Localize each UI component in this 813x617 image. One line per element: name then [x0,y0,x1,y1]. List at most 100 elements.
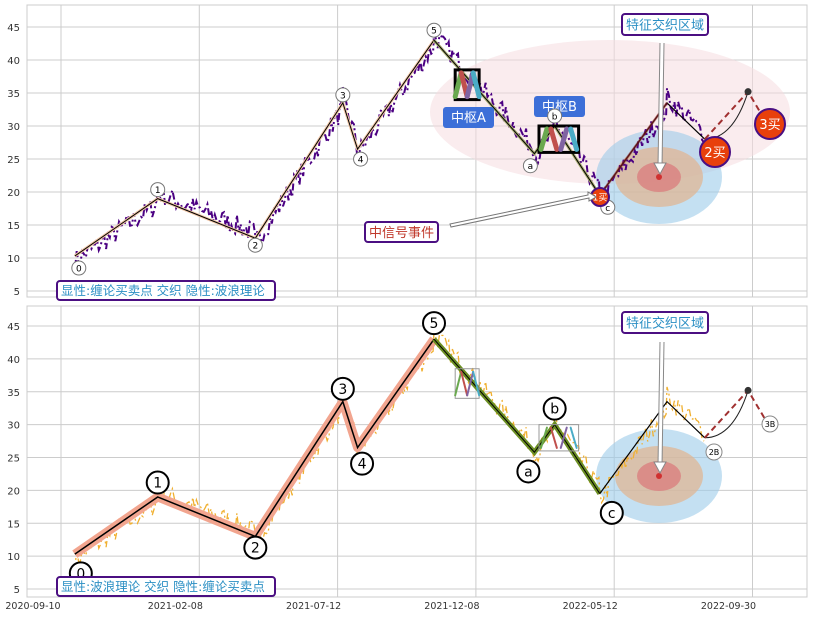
feature-zone-box [621,311,709,334]
wave-label-circle [516,459,541,484]
wave-label: 2 [252,242,258,252]
legend-box [56,576,276,597]
impulse-wave-line [74,39,435,257]
pivot-stroke [559,426,568,449]
x-tick-label: 2022-09-30 [701,601,756,612]
wave-label-circle [335,87,351,103]
pivot-stroke [454,370,463,397]
wave-label-circle [247,237,263,253]
legend-box [56,280,276,301]
wave-label: c [605,204,610,214]
zone-center [656,473,662,479]
feature-arrow-inner [658,341,664,467]
signal-event-label: 中信号事件 [369,226,434,241]
pivot-box [537,124,581,154]
y-tick-label: 35 [7,388,20,399]
wave-label-circle [542,396,567,421]
panel-top: 51015202530354045中枢A中枢B012345abc特征交织区域显性… [7,4,808,301]
pivot-stroke [538,126,550,152]
buy-signal-label: 3买 [759,118,780,133]
y-tick-label: 25 [7,454,20,465]
continuation-line [599,400,706,495]
pivot-stroke [548,126,560,152]
y-tick-label: 30 [7,421,20,432]
feature-arrow-head [653,162,667,176]
x-tick-label: 2021-07-12 [286,601,341,612]
y-tick-label: 10 [7,552,20,563]
buy-signal-label: 2买 [704,146,725,161]
wave-label: b [550,402,559,418]
wave-label-circle [145,470,170,495]
feature-zone-box [621,13,709,36]
x-tick-label: 2020-09-10 [5,601,60,612]
wave-label-circle [150,182,166,198]
wave-label: 0 [76,265,82,275]
continuation-band [598,102,669,197]
wave-label: 5 [431,27,437,37]
wave-label-circle [71,260,87,276]
y-tick-label: 20 [7,188,20,199]
pivot-stroke [539,426,548,449]
y-tick-label: 30 [7,122,20,133]
signal-event-arrow [449,191,597,228]
y-tick-label: 45 [7,23,20,34]
feature-zone-label: 特征交织区域 [626,316,704,332]
wave-label-circle [599,500,624,525]
pivot-stroke [558,126,570,152]
wave-label: b [552,113,558,123]
signal-event-box [364,221,439,243]
feature-arrow-head [653,461,667,475]
wave-label: 1 [155,186,161,196]
wave-label-circle [350,451,375,476]
y-tick-label: 25 [7,155,20,166]
pivot-stroke [470,70,482,100]
buy-signal-marker [699,136,731,168]
wave-label-circle [522,158,538,174]
pivot-box [454,368,480,399]
y-tick-label: 20 [7,486,20,497]
zone-center [656,174,662,180]
y-tick-label: 5 [14,287,20,298]
panel-bottom: 51015202530354045012345abc特征交织区域显性:波浪理论 … [5,305,808,612]
y-tick-label: 15 [7,519,20,530]
pivot-label: 中枢A [451,111,486,126]
legend-text: 显性:波浪理论 交织 隐性:缠论买卖点 [61,579,265,594]
projection-target-point [744,386,752,394]
wave-label-circle [243,535,268,560]
wave-label: c [608,506,616,522]
wave-label: 3 [338,382,347,398]
wave-label: 5 [430,316,439,332]
y-tick-label: 10 [7,254,20,265]
x-tick-label: 2021-02-08 [148,601,203,612]
feature-arrow-inner [658,42,664,168]
y-tick-label: 35 [7,89,20,100]
pivot-stroke [472,370,481,397]
y-tick-label: 5 [14,585,20,596]
wave-label-circle [353,151,369,167]
pivot-stroke [569,426,578,449]
projection-target-point [744,88,752,96]
pivot-label-box [534,96,585,117]
buy-signal-marker [754,108,786,140]
legend-text: 显性:缠论买卖点 交织 隐性:波浪理论 [61,283,265,298]
buy-signal-label: 2B [709,448,720,457]
pivot-box [453,68,481,102]
y-tick-label: 40 [7,56,20,67]
wave-label: 1 [153,476,162,492]
wave-label-circle [426,22,442,38]
wave-label: 0 [76,566,85,582]
buy-signal-label: 1买 [593,192,608,203]
x-tick-label: 2022-05-12 [563,601,618,612]
y-tick-label: 45 [7,322,20,333]
wave-label-circle [330,376,355,401]
feature-zone-label: 特征交织区域 [626,18,704,34]
wave-label-circle [422,311,447,336]
x-tick-label: 2021-12-08 [424,601,479,612]
wave-label: 2 [251,541,260,557]
wave-label: 4 [358,457,367,473]
projection-curve [704,390,749,439]
pivot-box [538,424,580,452]
pivot-stroke [466,370,475,397]
